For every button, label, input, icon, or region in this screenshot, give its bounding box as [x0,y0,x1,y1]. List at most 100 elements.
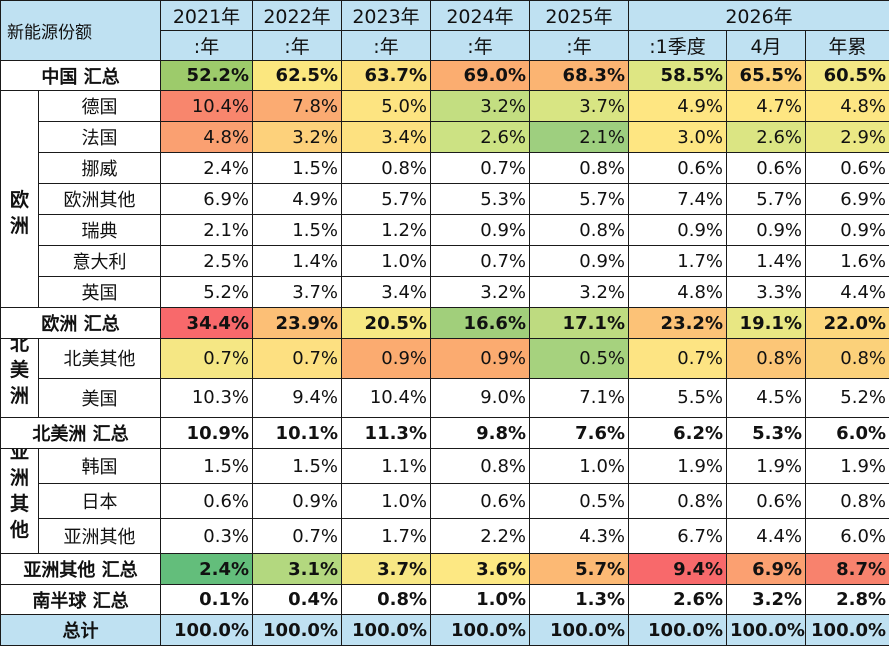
value-cell: 100.0% [253,615,342,646]
value-cell: 5.2% [806,378,889,418]
value-cell: 0.6% [727,153,806,184]
region-north-america: 北美洲 [1,339,39,418]
value-cell: 0.9% [727,215,806,246]
value-cell: 4.9% [629,91,727,122]
value-cell: 10.9% [161,418,253,449]
period-header: :年 [161,31,253,61]
value-cell: 0.6% [629,153,727,184]
value-cell: 5.3% [431,184,530,215]
region-label: 亚洲其他 [9,449,31,544]
value-cell: 3.2% [431,91,530,122]
value-cell: 9.4% [629,554,727,585]
value-cell: 1.0% [530,449,629,484]
value-cell: 7.4% [629,184,727,215]
value-cell: 0.9% [431,339,530,379]
value-cell: 65.5% [727,61,806,91]
value-cell: 69.0% [431,61,530,91]
value-cell: 7.6% [530,418,629,449]
total-label: 总计 [1,615,161,646]
year-header: 2022年 [253,1,342,31]
value-cell: 7.8% [253,91,342,122]
value-cell: 52.2% [161,61,253,91]
row-label: 北美其他 [39,339,161,379]
value-cell: 0.8% [629,484,727,519]
value-cell: 6.0% [806,519,889,554]
period-header: :1季度 [629,31,727,61]
value-cell: 23.2% [629,308,727,339]
value-cell: 0.4% [253,585,342,615]
value-cell: 1.1% [342,449,431,484]
period-header: :年 [342,31,431,61]
value-cell: 58.5% [629,61,727,91]
value-cell: 2.5% [161,246,253,277]
value-cell: 4.4% [806,277,889,308]
value-cell: 0.7% [629,339,727,379]
value-cell: 0.7% [161,339,253,379]
value-cell: 100.0% [342,615,431,646]
value-cell: 0.5% [530,484,629,519]
row-label: 欧洲其他 [39,184,161,215]
value-cell: 0.5% [530,339,629,379]
value-cell: 22.0% [806,308,889,339]
value-cell: 16.6% [431,308,530,339]
value-cell: 3.4% [342,277,431,308]
row-label: 挪威 [39,153,161,184]
value-cell: 5.7% [727,184,806,215]
header-row-years: 新能源份额 2021年 2022年 2023年 2024年 2025年 2026… [1,1,889,31]
value-cell: 6.9% [806,184,889,215]
value-cell: 2.1% [161,215,253,246]
value-cell: 100.0% [530,615,629,646]
value-cell: 3.7% [530,91,629,122]
row-label: 亚洲其他 [39,519,161,554]
value-cell: 3.2% [530,277,629,308]
row-label: 美国 [39,378,161,418]
value-cell: 68.3% [530,61,629,91]
year-header: 2023年 [342,1,431,31]
value-cell: 4.8% [161,122,253,153]
value-cell: 2.6% [431,122,530,153]
value-cell: 100.0% [161,615,253,646]
value-cell: 5.3% [727,418,806,449]
value-cell: 10.3% [161,378,253,418]
value-cell: 63.7% [342,61,431,91]
value-cell: 1.7% [629,246,727,277]
value-cell: 1.5% [253,215,342,246]
value-cell: 100.0% [431,615,530,646]
period-header: :年 [253,31,342,61]
value-cell: 4.8% [629,277,727,308]
value-cell: 5.7% [342,184,431,215]
value-cell: 4.8% [806,91,889,122]
value-cell: 0.6% [431,484,530,519]
value-cell: 0.7% [253,519,342,554]
value-cell: 1.5% [253,449,342,484]
period-header: :年 [530,31,629,61]
value-cell: 2.6% [629,585,727,615]
value-cell: 3.0% [629,122,727,153]
value-cell: 1.0% [342,246,431,277]
year-header: 2021年 [161,1,253,31]
value-cell: 1.9% [629,449,727,484]
value-cell: 1.0% [342,484,431,519]
value-cell: 2.2% [431,519,530,554]
value-cell: 5.5% [629,378,727,418]
value-cell: 5.0% [342,91,431,122]
region-asia: 亚洲其他 [1,449,39,554]
value-cell: 0.7% [431,246,530,277]
value-cell: 5.7% [530,554,629,585]
value-cell: 0.6% [161,484,253,519]
region-label: 北美洲 [9,339,31,410]
value-cell: 3.1% [253,554,342,585]
summary-label: 欧洲 汇总 [1,308,161,339]
region-europe: 欧洲 [1,91,39,308]
value-cell: 2.4% [161,153,253,184]
value-cell: 6.7% [629,519,727,554]
year-header: 2025年 [530,1,629,31]
value-cell: 1.3% [530,585,629,615]
